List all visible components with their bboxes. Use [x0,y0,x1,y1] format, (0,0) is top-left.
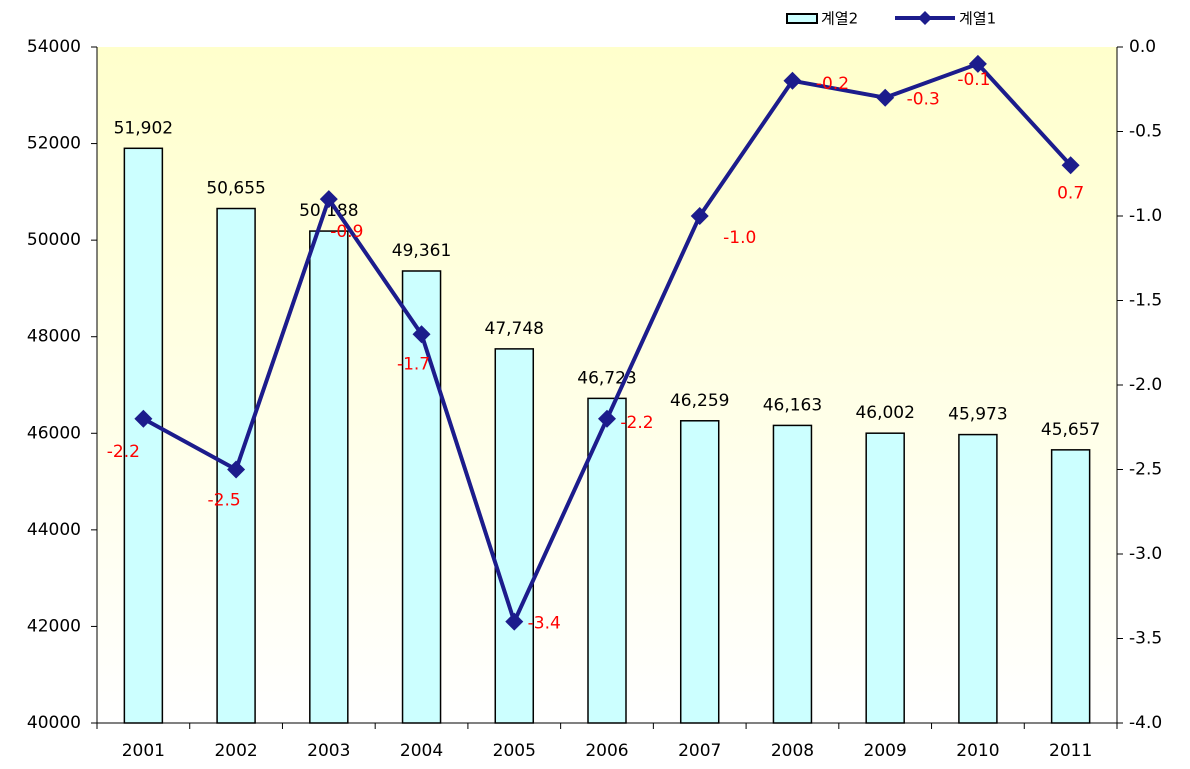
y-tick-label: 52000 [27,134,81,154]
marker [505,612,524,631]
y2-tick-label: -2.5 [1129,460,1162,480]
bar-value-label: 49,361 [392,241,451,261]
y-tick-label: 40000 [27,713,81,733]
x-tick-label: 2006 [585,741,628,761]
marker [319,190,338,209]
x-tick-label: 2008 [771,741,814,761]
y-tick-label: 44000 [27,520,81,540]
bar-value-label: 45,973 [948,405,1007,425]
line-value-label: -0.2 [816,74,849,94]
legend-marker [918,11,932,25]
y-tick-label: 54000 [27,37,81,57]
line-value-label: -0.9 [330,222,363,242]
legend-label: 계열2 [821,10,858,28]
line-value-label: -1.0 [723,228,756,248]
legend-swatch [786,13,818,24]
y2-tick-label: -1.5 [1129,291,1162,311]
x-tick-label: 2009 [864,741,907,761]
line-value-label: -2.5 [208,491,241,511]
bar-value-label: 47,748 [485,319,544,339]
marker [876,88,895,107]
marker [598,409,616,428]
x-tick-label: 2011 [1049,741,1092,761]
bar-value-label: 46,163 [763,395,822,415]
y-tick-label: 42000 [27,616,81,636]
y-tick-label: 48000 [27,327,81,347]
bar [494,348,535,724]
line-value-label: -3.4 [528,614,561,634]
bar [587,397,627,724]
y2-tick-label: -3.5 [1129,629,1162,649]
marker [412,325,431,344]
bar-value-label: 50,188 [299,201,358,221]
x-tick-label: 2005 [493,741,536,761]
line-value-label: -0.1 [957,70,990,90]
bar [958,433,998,724]
y-tick-label: 46000 [27,423,81,443]
bar-value-label: 50,655 [206,179,265,199]
marker [134,409,153,428]
legend-label: 계열1 [959,10,996,28]
marker [227,460,246,479]
bar [865,432,905,724]
bar [1050,449,1091,724]
bar-value-label: 46,259 [670,391,729,411]
line-value-label: -0.3 [907,90,940,110]
marker [783,71,802,90]
bar [123,147,164,724]
x-tick-label: 2007 [678,741,721,761]
bar [679,420,720,724]
x-tick-label: 2003 [307,741,350,761]
bar [772,424,813,724]
line-value-label: -2.2 [107,442,140,462]
x-tick-label: 2010 [956,741,999,761]
legend: 계열2 계열1 [786,10,996,28]
y2-tick-label: -0.5 [1129,122,1162,142]
y2-tick-label: -3.0 [1129,544,1162,564]
y2-tick-label: -4.0 [1129,713,1162,733]
bar [309,230,349,724]
bar [401,270,442,724]
line-value-label: -1.7 [397,354,430,374]
marker [968,54,987,73]
marker [690,207,709,225]
line-value-label: 0.7 [1057,183,1084,203]
x-tick-label: 2001 [122,741,165,761]
line-value-label: -2.2 [620,413,653,433]
y2-tick-label: -1.0 [1129,206,1162,226]
y-tick-label: 50000 [27,230,81,250]
x-tick-label: 2004 [400,741,443,761]
x-tick-label: 2002 [214,741,257,761]
bar-value-label: 51,902 [114,118,173,138]
y2-tick-label: -2.0 [1129,375,1162,395]
marker [1061,156,1080,175]
bar-value-label: 46,002 [855,403,914,423]
y2-tick-label: 0.0 [1129,37,1156,57]
bar-value-label: 45,657 [1041,420,1100,440]
